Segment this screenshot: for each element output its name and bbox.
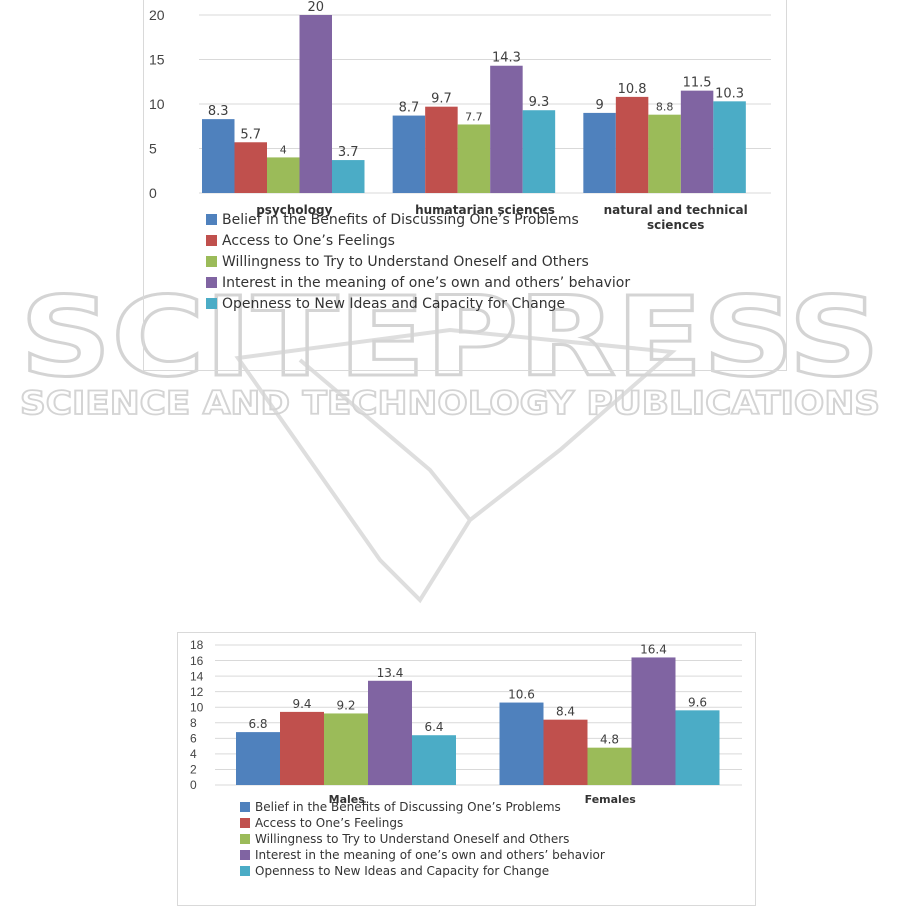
chart2-bar bbox=[324, 713, 368, 785]
chart1-bar bbox=[648, 114, 681, 193]
chart1-bar bbox=[267, 157, 300, 193]
chart1-data-label: 3.7 bbox=[338, 145, 359, 160]
chart1-legend-entry: Access to One’s Feelings bbox=[222, 233, 395, 249]
chart1-category-label: sciences bbox=[647, 218, 704, 232]
chart1-legend-entry: Interest in the meaning of one’s own and… bbox=[222, 275, 630, 291]
chart1-data-label: 9.7 bbox=[431, 92, 452, 107]
watermark-logo-shape bbox=[234, 327, 677, 604]
chart1-data-label: 9 bbox=[595, 98, 603, 113]
chart1-data-label: 14.3 bbox=[492, 51, 521, 66]
chart1-legend-entry: Belief in the Benefits of Discussing One… bbox=[222, 212, 579, 228]
chart1-legend-swatch bbox=[206, 277, 217, 288]
chart2-legend-swatch bbox=[240, 850, 250, 860]
chart2-data-label: 10.6 bbox=[508, 688, 535, 702]
chart2-data-label: 9.4 bbox=[292, 697, 311, 711]
chart1-data-label: 5.7 bbox=[240, 127, 261, 142]
chart1-data-label: 20 bbox=[307, 0, 324, 15]
chart2-y-tick-label: 14 bbox=[190, 669, 204, 683]
chart-by-gender: 0 2 4 6 8 10 12 14 16 18 6.8 9.4 9.2 13.4 6.4 Males 10.6… bbox=[177, 632, 756, 906]
chart1-data-label: 10.3 bbox=[715, 86, 744, 101]
chart1-data-label: 10.8 bbox=[618, 82, 647, 97]
chart2-y-tick-label: 18 bbox=[190, 638, 204, 652]
chart2-y-tick-label: 2 bbox=[190, 763, 197, 777]
chart1-bar bbox=[713, 101, 746, 193]
chart1-bar bbox=[234, 142, 267, 193]
chart2-y-tick-label: 10 bbox=[190, 700, 204, 714]
chart1-bar bbox=[392, 115, 426, 193]
chart1-legend-entry: Willingness to Try to Understand Oneself… bbox=[222, 254, 589, 270]
chart1-data-label: 7.7 bbox=[465, 110, 483, 123]
chart2-bar bbox=[412, 735, 456, 785]
chart1-bar bbox=[425, 106, 458, 193]
chart1-bar bbox=[680, 90, 714, 193]
watermark-tagline: SCIENCE AND TECHNOLOGY PUBLICATIONS bbox=[20, 384, 880, 422]
chart1-svg: 0 5 10 15 20 8.3 5.7 4 20 3.7 psychology 8.7 9.7 7.7 1… bbox=[149, 0, 771, 312]
chart1-data-label: 4 bbox=[280, 143, 287, 156]
chart1-bar bbox=[490, 65, 523, 193]
chart1-y-tick-label: 0 bbox=[149, 185, 157, 201]
chart2-y-tick-label: 6 bbox=[190, 732, 197, 746]
chart2-bar bbox=[236, 732, 280, 785]
chart2-legend-entry: Openness to New Ideas and Capacity for C… bbox=[255, 864, 549, 878]
chart2-y-tick-label: 4 bbox=[190, 747, 197, 761]
chart2-bar bbox=[280, 711, 324, 785]
chart2-y-tick-label: 0 bbox=[190, 778, 197, 792]
chart2-legend-entry: Willingness to Try to Understand Oneself… bbox=[255, 832, 569, 846]
chart2-y-tick-label: 12 bbox=[190, 685, 204, 699]
chart1-data-label: 8.8 bbox=[656, 101, 674, 114]
chart1-category-label: psychology bbox=[256, 203, 332, 217]
chart2-bar bbox=[675, 710, 720, 785]
chart1-bar bbox=[457, 124, 491, 193]
chart1-bar bbox=[202, 119, 235, 193]
chart1-legend-swatch bbox=[206, 235, 217, 246]
chart1-bar bbox=[332, 160, 365, 193]
chart2-bar bbox=[368, 680, 412, 785]
chart2-legend-swatch bbox=[240, 802, 250, 812]
chart2-bar bbox=[543, 719, 588, 785]
chart2-bar bbox=[499, 702, 544, 785]
chart1-y-tick-label: 10 bbox=[149, 96, 165, 112]
chart-by-field-of-study: 0 5 10 15 20 8.3 5.7 4 20 3.7 psychology 8.7 9.7 7.7 1… bbox=[143, 0, 787, 371]
chart1-data-label: 8.7 bbox=[399, 101, 420, 116]
chart2-data-label: 16.4 bbox=[640, 642, 667, 656]
chart2-legend-swatch bbox=[240, 818, 250, 828]
chart2-y-tick-label: 8 bbox=[190, 716, 197, 730]
chart2-legend-swatch bbox=[240, 834, 250, 844]
chart1-data-label: 11.5 bbox=[683, 76, 712, 91]
chart1-legend-entry: Openness to New Ideas and Capacity for C… bbox=[222, 296, 565, 312]
chart2-bar bbox=[631, 657, 676, 785]
chart1-legend-swatch bbox=[206, 256, 217, 267]
chart2-data-label: 8.4 bbox=[556, 705, 575, 719]
chart2-legend-entry: Access to One’s Feelings bbox=[255, 816, 403, 830]
chart1-legend-swatch bbox=[206, 214, 217, 225]
chart2-category-label: Males bbox=[329, 793, 366, 806]
chart1-legend-swatch bbox=[206, 298, 217, 309]
chart1-category-label: natural and technical bbox=[604, 203, 748, 217]
chart2-data-label: 6.8 bbox=[248, 717, 267, 731]
chart1-bar bbox=[615, 96, 649, 193]
chart1-y-tick-label: 5 bbox=[149, 140, 157, 156]
chart1-bar bbox=[583, 112, 616, 193]
chart2-legend-entry: Interest in the meaning of one’s own and… bbox=[255, 848, 605, 862]
watermark-brand: SCITEPRESS bbox=[20, 273, 880, 401]
chart2-data-label: 4.8 bbox=[600, 733, 619, 747]
chart1-data-label: 8.3 bbox=[208, 104, 229, 119]
chart2-y-tick-label: 16 bbox=[190, 654, 204, 668]
chart1-bar bbox=[299, 15, 332, 193]
chart2-category-label: Females bbox=[585, 793, 637, 806]
chart1-y-tick-label: 15 bbox=[149, 51, 165, 67]
chart1-y-tick-label: 20 bbox=[149, 7, 165, 23]
chart2-data-label: 6.4 bbox=[424, 720, 443, 734]
chart1-data-label: 9.3 bbox=[529, 95, 550, 110]
chart2-data-label: 13.4 bbox=[377, 666, 404, 680]
chart2-bar bbox=[587, 747, 632, 785]
chart2-legend-entry: Belief in the Benefits of Discussing One… bbox=[255, 800, 561, 814]
chart1-category-label: humatarian sciences bbox=[415, 203, 555, 217]
chart2-data-label: 9.6 bbox=[688, 695, 707, 709]
chart1-bar bbox=[522, 110, 556, 193]
chart2-data-label: 9.2 bbox=[336, 698, 355, 712]
chart2-legend-swatch bbox=[240, 866, 250, 876]
